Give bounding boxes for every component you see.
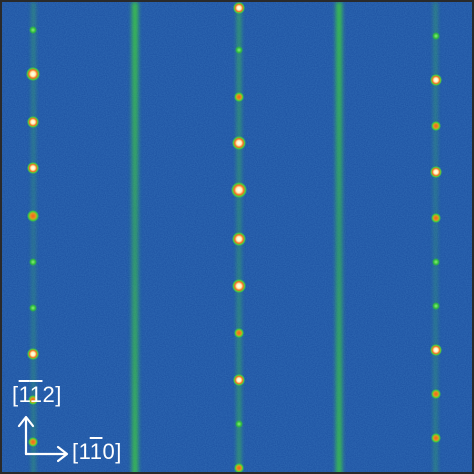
diffraction-spot <box>430 166 442 178</box>
diffraction-spot <box>232 279 246 293</box>
diffraction-spots <box>26 2 442 472</box>
horizontal-direction-label: [110] <box>72 439 122 464</box>
streak-line <box>336 2 342 472</box>
direction-arrows <box>17 415 69 463</box>
diffraction-spot <box>234 328 244 338</box>
diffraction-spot <box>27 348 39 360</box>
horizontal-arrow-head <box>56 445 69 463</box>
diffraction-spot <box>29 26 37 34</box>
streak-line <box>32 2 35 472</box>
diffraction-spot <box>232 232 246 246</box>
vertical-arrow-head <box>17 415 35 428</box>
diffraction-spot <box>233 374 245 386</box>
diffraction-spot <box>430 74 442 86</box>
diffraction-spot <box>431 433 441 443</box>
diffraction-spot <box>234 463 244 472</box>
diffraction-spot <box>432 302 440 310</box>
diffraction-spot <box>27 116 39 128</box>
diffraction-spot <box>233 2 245 14</box>
diffraction-spot <box>235 420 243 428</box>
diffraction-spot <box>432 32 440 40</box>
streak-line <box>132 2 138 472</box>
diffraction-spot <box>28 395 38 405</box>
diffraction-spot <box>235 46 243 54</box>
diffraction-spot <box>27 210 39 222</box>
diffraction-spot <box>234 92 244 102</box>
diffraction-spot <box>26 67 40 81</box>
diffraction-spot <box>432 258 440 266</box>
diffraction-spot <box>431 389 441 399</box>
diffraction-spot <box>28 437 38 447</box>
diffraction-spot <box>431 213 441 223</box>
diffraction-spot <box>232 136 246 150</box>
diffraction-spot <box>231 182 247 198</box>
diffraction-spot <box>27 162 39 174</box>
diffraction-spot <box>29 258 37 266</box>
diffraction-spot <box>29 304 37 312</box>
vertical-direction-label: [112] <box>12 382 62 407</box>
diffraction-spot <box>431 121 441 131</box>
streak-line <box>434 2 437 472</box>
diffraction-spot <box>430 344 442 356</box>
